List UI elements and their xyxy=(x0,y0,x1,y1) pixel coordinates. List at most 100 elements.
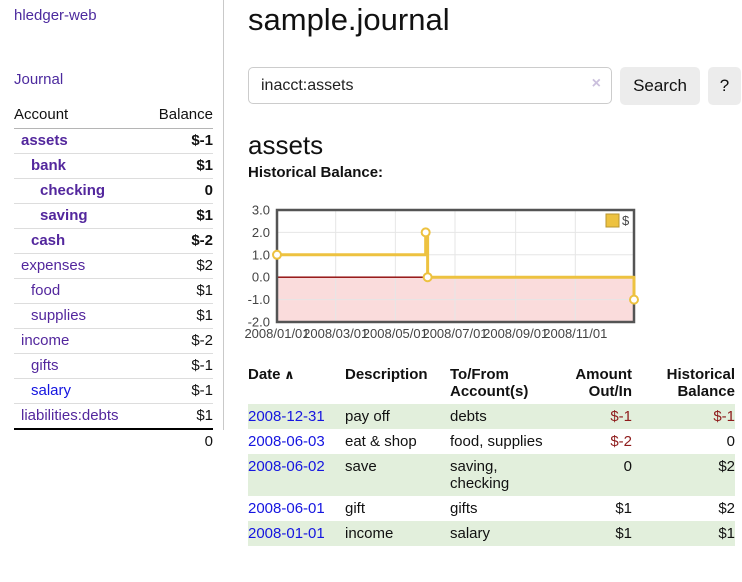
account-balance: $2 xyxy=(145,253,213,279)
search-button[interactable]: Search xyxy=(620,67,700,105)
sidebar-account-link-food[interactable]: food xyxy=(31,282,61,299)
historical-balance-chart: $3.0 2.0 1.0 0.0 -1.0 -2.0 2008/01/01 2008/03/0… xyxy=(240,203,742,345)
column-header-label: Description xyxy=(345,366,428,383)
accounts-header-balance: Balance xyxy=(145,103,213,129)
transaction-accounts: saving, checking xyxy=(450,458,510,492)
search-field-wrap: × xyxy=(248,67,612,104)
column-header-amount: Amount Out/In xyxy=(555,364,640,404)
legend-swatch xyxy=(605,213,620,228)
data-point-marker xyxy=(629,294,639,305)
transaction-description: income xyxy=(345,525,394,542)
transaction-amount: $1 xyxy=(615,500,632,517)
transaction-amount: $-2 xyxy=(610,433,632,450)
sidebar-account-link-supplies[interactable]: supplies xyxy=(31,307,87,324)
transaction-balance: $2 xyxy=(718,500,735,517)
column-header-label: To/From Account(s) xyxy=(450,366,529,400)
journal-link[interactable]: Journal xyxy=(14,71,64,88)
data-point-marker xyxy=(422,272,433,283)
column-header-label: Historical Balance xyxy=(666,366,735,400)
account-balance: $-2 xyxy=(145,328,213,354)
transaction-accounts: salary xyxy=(450,525,491,542)
account-row: income $-2 xyxy=(14,328,213,354)
y-tick-label: 2.0 xyxy=(252,225,270,240)
account-balance: $-1 xyxy=(145,353,213,379)
sidebar: hledger-web Journal Account Balance asse… xyxy=(0,0,224,454)
account-row: checking 0 xyxy=(14,178,213,204)
sidebar-account-link-bank[interactable]: bank xyxy=(31,157,67,174)
account-row: bank $1 xyxy=(14,153,213,179)
transaction-row: 2008-01-01 income salary $1 $1 xyxy=(248,521,735,546)
column-header-label: Amount Out/In xyxy=(575,366,632,400)
x-tick-label: 2008/11/01 xyxy=(543,326,607,341)
column-header-label: Date xyxy=(248,366,281,383)
account-balance: $1 xyxy=(145,153,213,179)
y-tick-label: 0.0 xyxy=(252,270,270,285)
clear-search-icon[interactable]: × xyxy=(591,75,601,92)
account-row: salary $-1 xyxy=(14,378,213,404)
transaction-date-link[interactable]: 2008-01-01 xyxy=(248,525,325,542)
column-header-date[interactable]: Date ∧ xyxy=(248,364,345,404)
transaction-accounts: gifts xyxy=(450,500,478,517)
account-row: expenses $2 xyxy=(14,253,213,279)
transaction-balance: $-1 xyxy=(713,408,735,425)
account-row: food $1 xyxy=(14,278,213,304)
sidebar-account-link-saving[interactable]: saving xyxy=(40,207,88,224)
transaction-row: 2008-12-31 pay off debts $-1 $-1 xyxy=(248,404,735,429)
transactions-table: Date ∧ Description To/From Account(s) Amoun… xyxy=(248,364,735,546)
account-balance: $1 xyxy=(145,203,213,229)
account-row: saving $1 xyxy=(14,203,213,229)
accounts-total-value: 0 xyxy=(145,428,213,454)
accounts-total-row: 0 xyxy=(14,428,213,454)
account-heading: assets xyxy=(248,130,324,160)
x-tick-label: 2008/03/01 xyxy=(303,326,368,341)
accounts-table: Account Balance assets $-1 bank $1 checking 0… xyxy=(14,103,213,454)
transaction-accounts: food, supplies xyxy=(450,433,543,450)
chart-title-label: Historical Balance: xyxy=(248,164,384,181)
transaction-date-link[interactable]: 2008-06-03 xyxy=(248,433,325,450)
transaction-balance: $1 xyxy=(718,525,735,542)
y-tick-label: 1.0 xyxy=(252,247,270,262)
transaction-description: eat & shop xyxy=(345,433,417,450)
transaction-balance: $2 xyxy=(718,458,735,475)
sidebar-account-link-gifts[interactable]: gifts xyxy=(31,357,59,374)
account-balance: $-1 xyxy=(145,378,213,404)
y-tick-label: -1.0 xyxy=(248,292,270,307)
plot-border xyxy=(275,208,636,324)
x-tick-label: 2008/09/01 xyxy=(483,326,548,341)
transaction-row: 2008-06-01 gift gifts $1 $2 xyxy=(248,496,735,521)
data-point-marker xyxy=(420,227,431,238)
sidebar-account-link-liabilities-debts[interactable]: liabilities:debts xyxy=(21,407,119,424)
account-balance: $-2 xyxy=(145,228,213,254)
account-row: liabilities:debts $1 xyxy=(14,404,213,430)
column-header-balance: Historical Balance xyxy=(640,364,735,404)
accounts-header-account: Account xyxy=(14,103,146,129)
account-row: gifts $-1 xyxy=(14,353,213,379)
account-row: supplies $1 xyxy=(14,303,213,329)
main-content: sample.journal × Search ? assets Histori… xyxy=(244,0,742,582)
transaction-date-link[interactable]: 2008-12-31 xyxy=(248,408,325,425)
transaction-description: gift xyxy=(345,500,366,517)
transaction-row: 2008-06-02 save saving, checking 0 $2 xyxy=(248,454,735,496)
accounts-header-row: Account Balance xyxy=(14,103,213,129)
transaction-description: save xyxy=(345,458,377,475)
account-balance: $-1 xyxy=(145,128,213,154)
sidebar-account-link-assets[interactable]: assets xyxy=(21,132,68,149)
y-tick-label: -2.0 xyxy=(248,315,270,330)
account-balance: $1 xyxy=(145,278,213,304)
account-balance: $1 xyxy=(196,407,213,424)
sidebar-account-link-salary[interactable]: salary xyxy=(31,382,72,399)
sidebar-account-link-expenses[interactable]: expenses xyxy=(21,257,86,274)
help-button[interactable]: ? xyxy=(708,67,741,105)
page-title: sample.journal xyxy=(248,2,450,37)
sidebar-account-link-income[interactable]: income xyxy=(21,332,70,349)
transactions-header-row: Date ∧ Description To/From Account(s) Amoun… xyxy=(248,364,735,404)
search-input[interactable] xyxy=(248,67,612,104)
brand-link[interactable]: hledger-web xyxy=(14,7,97,24)
sidebar-account-link-cash[interactable]: cash xyxy=(31,232,66,249)
x-tick-label: 2008/01/01 xyxy=(244,326,309,341)
account-balance: 0 xyxy=(145,178,213,204)
sidebar-account-link-checking[interactable]: checking xyxy=(40,182,106,199)
transaction-date-link[interactable]: 2008-06-02 xyxy=(248,458,325,475)
transaction-date-link[interactable]: 2008-06-01 xyxy=(248,500,325,517)
transaction-row: 2008-06-03 eat & shop food, supplies $-2 0 xyxy=(248,429,735,454)
